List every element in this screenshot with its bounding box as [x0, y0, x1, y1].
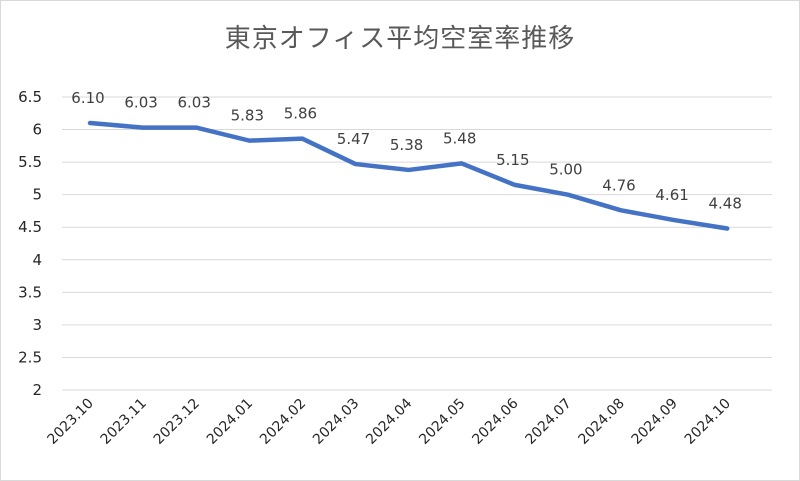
- y-tick-label: 6.5: [18, 88, 42, 106]
- y-tick-label: 6: [32, 121, 42, 139]
- data-label: 5.83: [231, 107, 264, 125]
- y-tick-label: 2: [32, 381, 42, 399]
- data-label: 6.10: [71, 89, 104, 107]
- data-label: 4.61: [655, 186, 688, 204]
- data-label: 6.03: [177, 94, 210, 112]
- x-tick-label: 2023.11: [98, 396, 150, 448]
- x-tick-label: 2024.06: [469, 395, 521, 447]
- x-tick-label: 2024.05: [416, 396, 468, 448]
- y-tick-label: 3: [32, 316, 42, 334]
- x-tick-label: 2024.01: [204, 396, 256, 448]
- data-label: 4.76: [602, 176, 635, 194]
- x-tick-label: 2024.10: [682, 396, 734, 448]
- x-tick-label: 2024.09: [629, 396, 681, 448]
- x-tick-label: 2024.08: [576, 396, 628, 448]
- data-label: 5.00: [549, 161, 582, 179]
- y-axis-tick-labels: 2 2.5 3 3.5 4 4.5 5 5.5 6 6.5: [18, 88, 42, 399]
- y-tick-label: 4.5: [18, 218, 42, 236]
- series-line: [87, 120, 730, 231]
- chart-title: 東京オフィス平均空室率推移: [224, 24, 576, 54]
- data-label: 5.48: [443, 129, 476, 147]
- data-label: 5.38: [390, 136, 423, 154]
- y-tick-label: 2.5: [18, 348, 42, 366]
- x-tick-label: 2024.04: [363, 395, 415, 447]
- data-label: 5.86: [284, 105, 317, 123]
- data-label: 5.47: [337, 130, 370, 148]
- series-vacancy-rate: [87, 120, 730, 231]
- data-label: 4.48: [708, 195, 741, 213]
- x-tick-label: 2024.03: [310, 396, 362, 448]
- gridlines: [62, 96, 772, 391]
- y-tick-label: 5.5: [18, 153, 42, 171]
- data-label: 5.15: [496, 151, 529, 169]
- x-tick-label: 2024.02: [257, 396, 309, 448]
- x-tick-label: 2023.12: [151, 396, 203, 448]
- y-tick-label: 3.5: [18, 283, 42, 301]
- y-tick-label: 5: [32, 186, 42, 204]
- y-tick-label: 4: [32, 251, 42, 269]
- x-tick-label: 2023.10: [45, 396, 97, 448]
- x-axis-tick-labels: 2023.10 2023.11 2023.12 2024.01 2024.02 2024.…: [45, 395, 734, 447]
- x-tick-label: 2024.07: [522, 396, 574, 448]
- data-label: 6.03: [124, 94, 157, 112]
- data-labels: 6.10 6.03 6.03 5.83 5.86 5.47 5.38 5.48 5.15 5.00…: [71, 89, 742, 212]
